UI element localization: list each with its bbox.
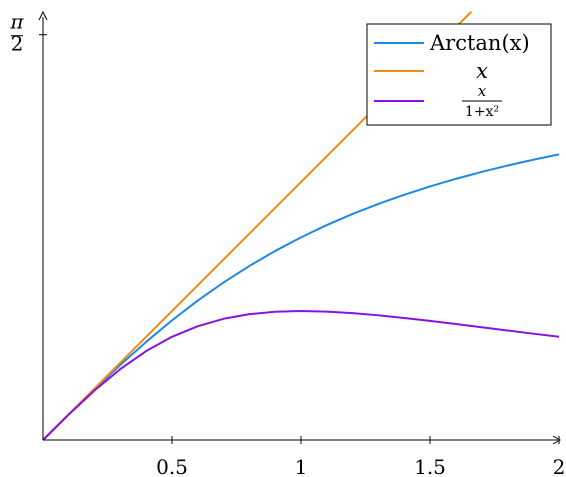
legend-label-numerator: x: [478, 82, 487, 100]
legend-label-arctan: Arctan(x): [429, 31, 530, 55]
y-tick-label-denominator: 2: [11, 32, 24, 56]
legend: Arctan(x) x x 1+x²: [366, 23, 552, 126]
legend-label-denominator: 1+x²: [465, 104, 499, 120]
x-tick-label: 1: [295, 455, 308, 477]
series-line-arctan: [42, 153, 560, 441]
y-ticks: π2: [9, 10, 47, 56]
x-axis-arrow: [552, 435, 562, 445]
x-ticks: 0.5 1 1.5 2: [156, 436, 565, 477]
y-tick-label-numerator: π: [9, 10, 24, 34]
series-line-x-over-1-plus-x2: [42, 310, 560, 441]
x-tick-label: 2: [553, 455, 566, 477]
y-axis-arrow: [38, 10, 48, 21]
x-tick-label: 1.5: [414, 455, 446, 477]
legend-label-x: x: [476, 59, 488, 83]
x-tick-label: 0.5: [156, 455, 188, 477]
legend-box: [366, 23, 552, 126]
